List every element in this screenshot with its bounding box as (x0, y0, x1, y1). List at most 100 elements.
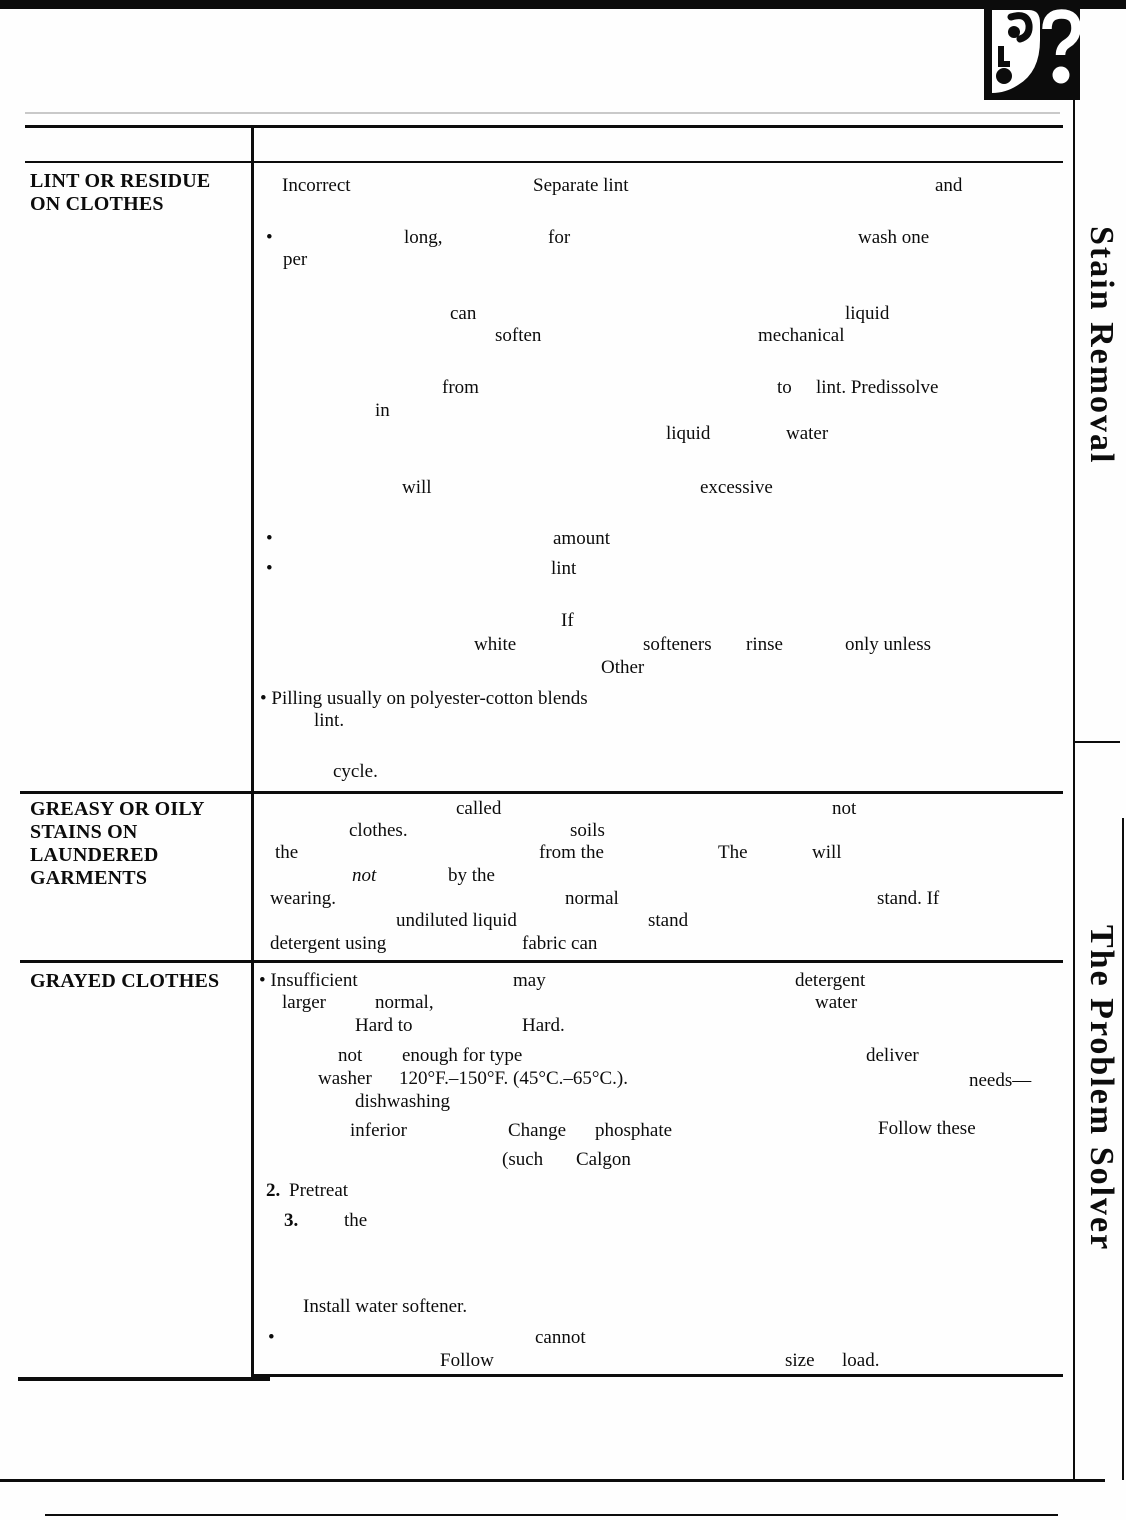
text-fragment: not (832, 798, 857, 819)
text-fragment: excessive (700, 477, 773, 498)
table-top-border (25, 125, 1063, 128)
text-fragment: Follow (440, 1350, 494, 1371)
text-fragment: normal, (375, 992, 434, 1013)
top-rule (0, 0, 1126, 9)
text-fragment: soften (495, 325, 542, 346)
text-fragment: wearing. (270, 888, 336, 909)
text-fragment: Separate lint (533, 175, 629, 196)
table-bottom-border-left (18, 1377, 270, 1381)
text-fragment: by the (448, 865, 495, 886)
section-label-problem-solver: The Problem Solver (1083, 925, 1120, 1252)
text-fragment: Hard. (522, 1015, 565, 1036)
text-fragment: If (561, 610, 574, 631)
row-header: LINT OR RESIDUE ON CLOTHES (30, 170, 211, 215)
text-fragment: stand (648, 910, 689, 931)
text-fragment: • (268, 1327, 275, 1348)
text-fragment: load. (842, 1350, 880, 1371)
text-fragment: cycle. (333, 761, 378, 782)
text-fragment: Change (508, 1120, 567, 1141)
text-fragment: may (513, 970, 546, 991)
text-fragment: • (266, 558, 273, 579)
text-fragment: Incorrect (282, 175, 351, 196)
text-fragment: fabric can (522, 933, 598, 954)
text-fragment: enough for type (402, 1045, 523, 1066)
text-fragment: only unless (845, 634, 932, 655)
table-header-border (25, 161, 1063, 163)
text-fragment: washer (318, 1068, 372, 1089)
row-divider-1 (20, 791, 1063, 794)
text-fragment: will (402, 477, 432, 498)
text-fragment: • (266, 528, 273, 549)
text-fragment: not (338, 1045, 363, 1066)
text-fragment: lint (551, 558, 577, 579)
text-fragment: Follow these (878, 1118, 976, 1139)
text-fragment: dishwashing (355, 1091, 450, 1112)
problem-solver-icon (984, 2, 1080, 100)
row-divider-2 (20, 960, 1063, 963)
text-fragment: for (548, 227, 571, 248)
text-fragment: The (718, 842, 748, 863)
text-fragment: Other (601, 657, 645, 678)
text-fragment: 120°F.–150°F. (45°C.–65°C.). (399, 1068, 628, 1089)
text-fragment: cannot (535, 1327, 586, 1348)
text-fragment: liquid (666, 423, 711, 444)
text-fragment: 3. (284, 1210, 299, 1231)
row-header: GRAYED CLOTHES (30, 970, 220, 992)
text-fragment: long, (404, 227, 443, 248)
sidebar-divider-rule (1073, 100, 1075, 1482)
text-fragment: mechanical (758, 325, 845, 346)
footer-rule-2 (45, 1514, 1058, 1516)
text-fragment: from the (539, 842, 604, 863)
text-fragment: to (777, 377, 792, 398)
text-fragment: called (456, 798, 502, 819)
text-fragment: Calgon (576, 1149, 631, 1170)
text-fragment: amount (553, 528, 610, 549)
section-tick (1075, 741, 1120, 743)
text-fragment: phosphate (595, 1120, 673, 1141)
ghost-rule (25, 112, 1060, 114)
text-fragment: will (812, 842, 842, 863)
text-fragment: (such (502, 1149, 544, 1170)
text-fragment: lint. (314, 710, 345, 731)
text-fragment: • Insufficient (259, 970, 358, 991)
text-fragment: soils (570, 820, 605, 841)
text-fragment: clothes. (349, 820, 408, 841)
text-fragment: lint. Predissolve (816, 377, 939, 398)
text-fragment: not (352, 865, 377, 886)
text-fragment: • (266, 227, 273, 248)
text-fragment: deliver (866, 1045, 919, 1066)
text-fragment: stand. If (877, 888, 940, 909)
text-fragment: normal (565, 888, 619, 909)
text-fragment: wash one (858, 227, 930, 248)
text-fragment: per (283, 249, 308, 270)
table-bottom-border (251, 1374, 1063, 1377)
text-fragment: white (474, 634, 517, 655)
row-header: GREASY OR OILY STAINS ON LAUNDERED GARMENTS (30, 798, 205, 889)
text-fragment: the (344, 1210, 368, 1231)
question-mark-face-icon (984, 2, 1080, 100)
text-fragment: can (450, 303, 477, 324)
text-fragment: and (935, 175, 963, 196)
text-fragment: softeners (643, 634, 712, 655)
text-fragment: size (785, 1350, 815, 1371)
text-fragment: rinse (746, 634, 783, 655)
text-fragment: water (786, 423, 829, 444)
text-fragment: detergent using (270, 933, 387, 954)
text-fragment: larger (282, 992, 326, 1013)
text-fragment: Pretreat (289, 1180, 349, 1201)
text-fragment: 2. (266, 1180, 281, 1201)
page-edge-rule (1122, 818, 1124, 1480)
text-fragment: Hard to (355, 1015, 413, 1036)
text-fragment: needs— (969, 1070, 1032, 1091)
text-fragment: the (275, 842, 299, 863)
table-column-divider (251, 125, 254, 1378)
text-fragment: water (815, 992, 858, 1013)
text-fragment: inferior (350, 1120, 407, 1141)
text-fragment: Install water softener. (303, 1296, 468, 1317)
text-fragment: in (375, 400, 390, 421)
text-fragment: detergent (795, 970, 866, 991)
text-fragment: from (442, 377, 479, 398)
text-fragment: undiluted liquid (396, 910, 517, 931)
footer-rule-1 (0, 1479, 1105, 1482)
